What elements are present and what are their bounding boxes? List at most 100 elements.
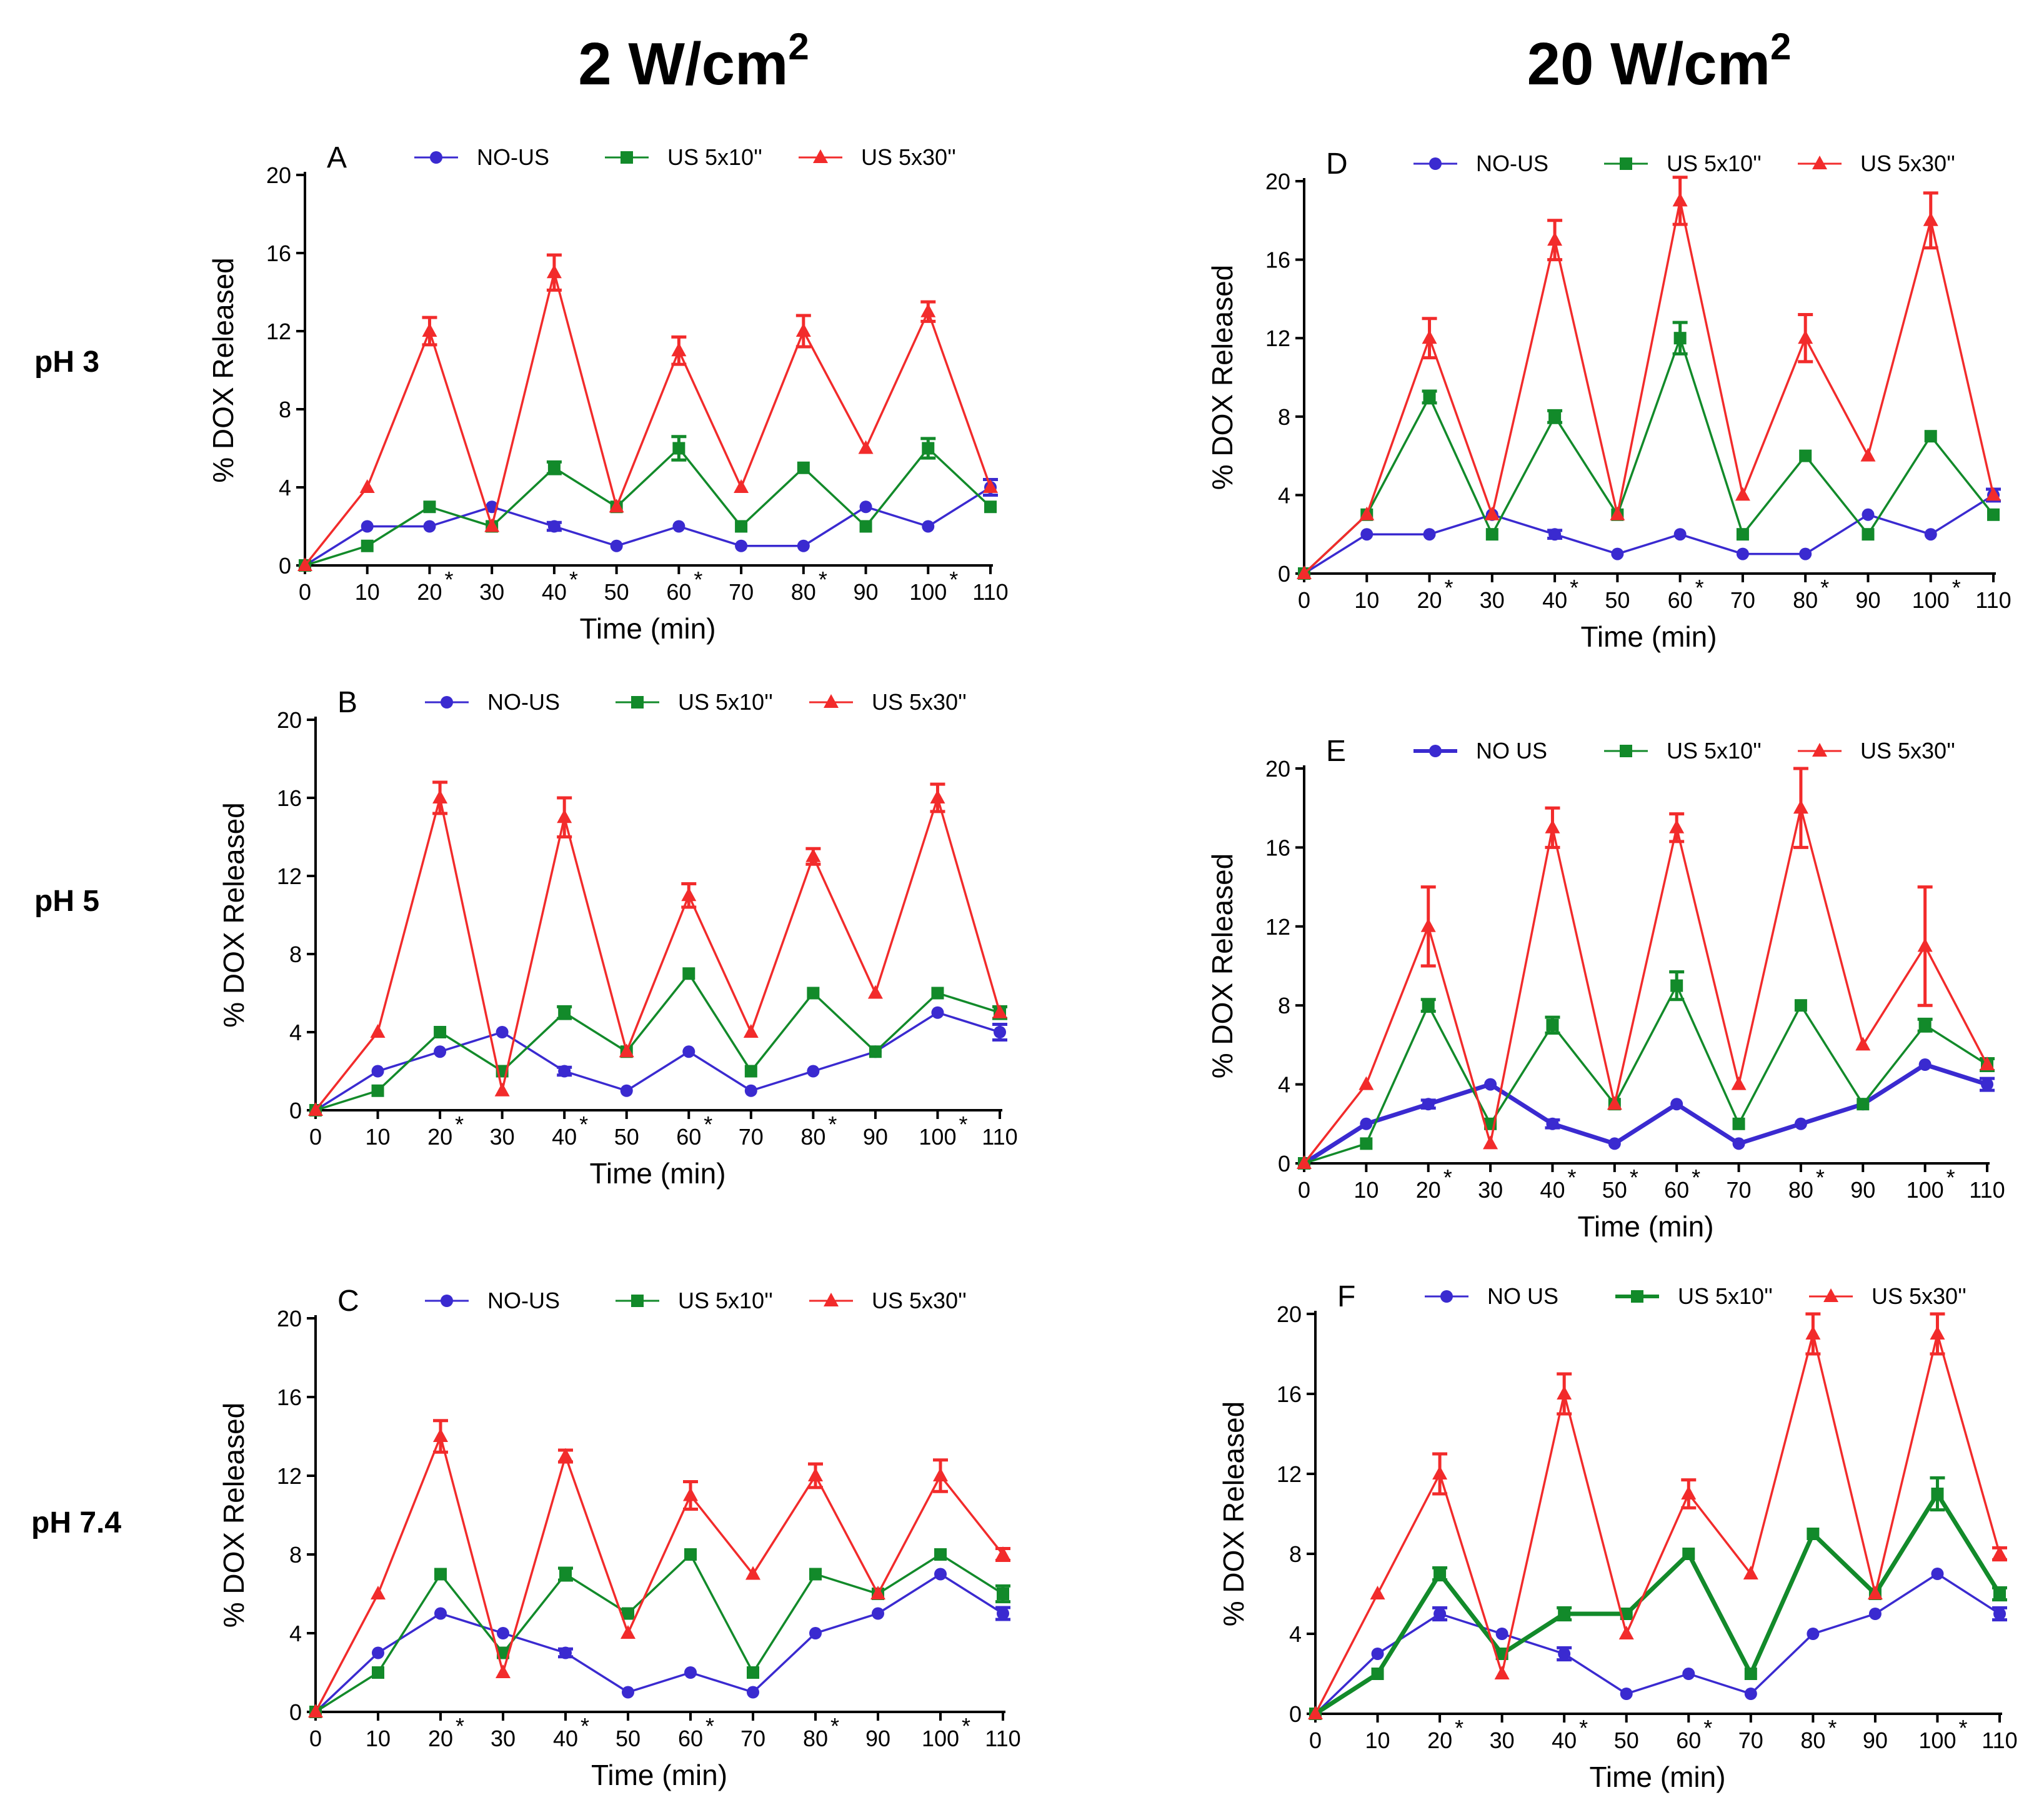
x-tick-star: * — [962, 1713, 970, 1739]
data-point — [1799, 449, 1812, 462]
series-line — [1314, 1573, 2000, 1715]
x-tick-label: 110 — [1982, 1728, 2017, 1753]
data-point — [361, 520, 374, 533]
data-point — [997, 1588, 1009, 1600]
x-tick-label: 40 — [1552, 1728, 1577, 1753]
x-tick-label: 30 — [1490, 1728, 1515, 1753]
panel-label: E — [1326, 735, 1346, 768]
x-tick-star: * — [456, 1713, 464, 1739]
x-tick-label: 100 — [919, 1124, 956, 1150]
y-tick-label: 8 — [1289, 1541, 1302, 1567]
data-point — [1433, 1568, 1447, 1580]
data-point — [992, 1004, 1007, 1018]
x-tick-label: 60 — [676, 1124, 701, 1150]
data-point — [434, 1607, 447, 1620]
series-line — [315, 1012, 1000, 1111]
data-point — [371, 1065, 384, 1078]
legend-label: US 5x30'' — [861, 144, 956, 170]
data-point — [858, 440, 874, 454]
data-point — [371, 1586, 386, 1599]
data-point — [1862, 508, 1875, 521]
data-point — [1931, 1488, 1944, 1500]
data-point — [433, 1428, 448, 1442]
data-point — [684, 1666, 697, 1679]
x-tick-label: 50 — [1605, 587, 1630, 613]
x-axis-label: Time (min) — [1589, 1761, 1725, 1793]
data-point — [672, 442, 685, 455]
x-tick-star: * — [581, 1713, 589, 1739]
data-point — [684, 1548, 697, 1561]
data-point — [547, 461, 561, 474]
y-tick-label: 12 — [1265, 914, 1290, 940]
data-point — [1371, 1668, 1384, 1680]
y-tick-label: 8 — [289, 1542, 302, 1568]
data-point — [1918, 1018, 1932, 1032]
y-tick-label: 12 — [1265, 326, 1290, 351]
legend-label: US 5x30'' — [1872, 1283, 1967, 1309]
data-point — [1494, 1666, 1510, 1679]
data-point — [682, 967, 695, 980]
y-tick-label: 20 — [277, 707, 302, 733]
data-point — [1359, 506, 1375, 520]
data-point — [672, 520, 685, 533]
data-point — [1981, 1078, 1993, 1091]
data-point — [297, 557, 312, 571]
y-tick-label: 4 — [289, 1621, 302, 1646]
y-axis-label: % DOX Released — [1217, 1401, 1250, 1627]
legend-label: NO-US — [477, 144, 549, 170]
x-tick-label: 100 — [922, 1726, 959, 1751]
data-point — [1931, 1568, 1944, 1580]
legend-label: US 5x30'' — [872, 1288, 967, 1313]
y-tick-label: 12 — [277, 1463, 302, 1489]
x-tick-label: 50 — [1614, 1728, 1639, 1753]
data-point — [1546, 1018, 1559, 1032]
x-tick-star: * — [1816, 1165, 1825, 1190]
data-point — [1987, 508, 2000, 521]
x-tick-label: 10 — [355, 579, 380, 605]
series-line — [304, 486, 991, 567]
data-point — [1682, 1548, 1695, 1560]
data-point — [931, 987, 944, 1000]
legend-label: NO US — [1487, 1283, 1558, 1309]
x-tick-label: 20 — [427, 1124, 452, 1150]
data-point — [422, 323, 437, 337]
data-point — [872, 1607, 884, 1620]
data-point — [997, 1607, 1009, 1620]
data-point — [1548, 528, 1562, 541]
x-tick-star: * — [579, 1111, 588, 1137]
x-tick-label: 10 — [1354, 1177, 1378, 1203]
data-point — [735, 539, 748, 552]
y-tick-label: 0 — [1289, 1701, 1302, 1727]
data-point — [870, 1586, 885, 1599]
x-tick-label: 80 — [1800, 1728, 1825, 1753]
data-point — [859, 500, 872, 514]
x-tick-label: 30 — [1480, 587, 1505, 613]
data-point — [1620, 1608, 1633, 1620]
series-line — [1303, 1062, 1988, 1165]
data-point — [809, 1627, 822, 1639]
x-axis-label: Time (min) — [1577, 1210, 1713, 1243]
x-tick-label: 50 — [1602, 1177, 1627, 1203]
x-tick-label: 100 — [1907, 1177, 1944, 1203]
data-point — [1557, 1386, 1572, 1400]
legend-marker — [621, 151, 633, 164]
y-tick-label: 4 — [1289, 1621, 1302, 1647]
data-point — [1422, 330, 1437, 344]
data-point — [1422, 1098, 1435, 1111]
data-point — [1682, 1668, 1695, 1680]
data-point — [1743, 1566, 1758, 1579]
data-point — [1670, 979, 1683, 992]
series-line — [304, 447, 992, 567]
data-point — [1917, 938, 1933, 952]
data-point — [922, 442, 935, 455]
x-tick-label: 0 — [299, 579, 311, 605]
y-tick-label: 20 — [266, 162, 291, 188]
x-tick-label: 100 — [909, 579, 947, 605]
series-line — [1303, 199, 1995, 575]
data-point — [497, 1646, 509, 1659]
data-point — [558, 1065, 571, 1078]
data-point — [1483, 1135, 1498, 1150]
y-tick-label: 20 — [277, 1306, 302, 1331]
data-point — [1732, 1117, 1745, 1130]
